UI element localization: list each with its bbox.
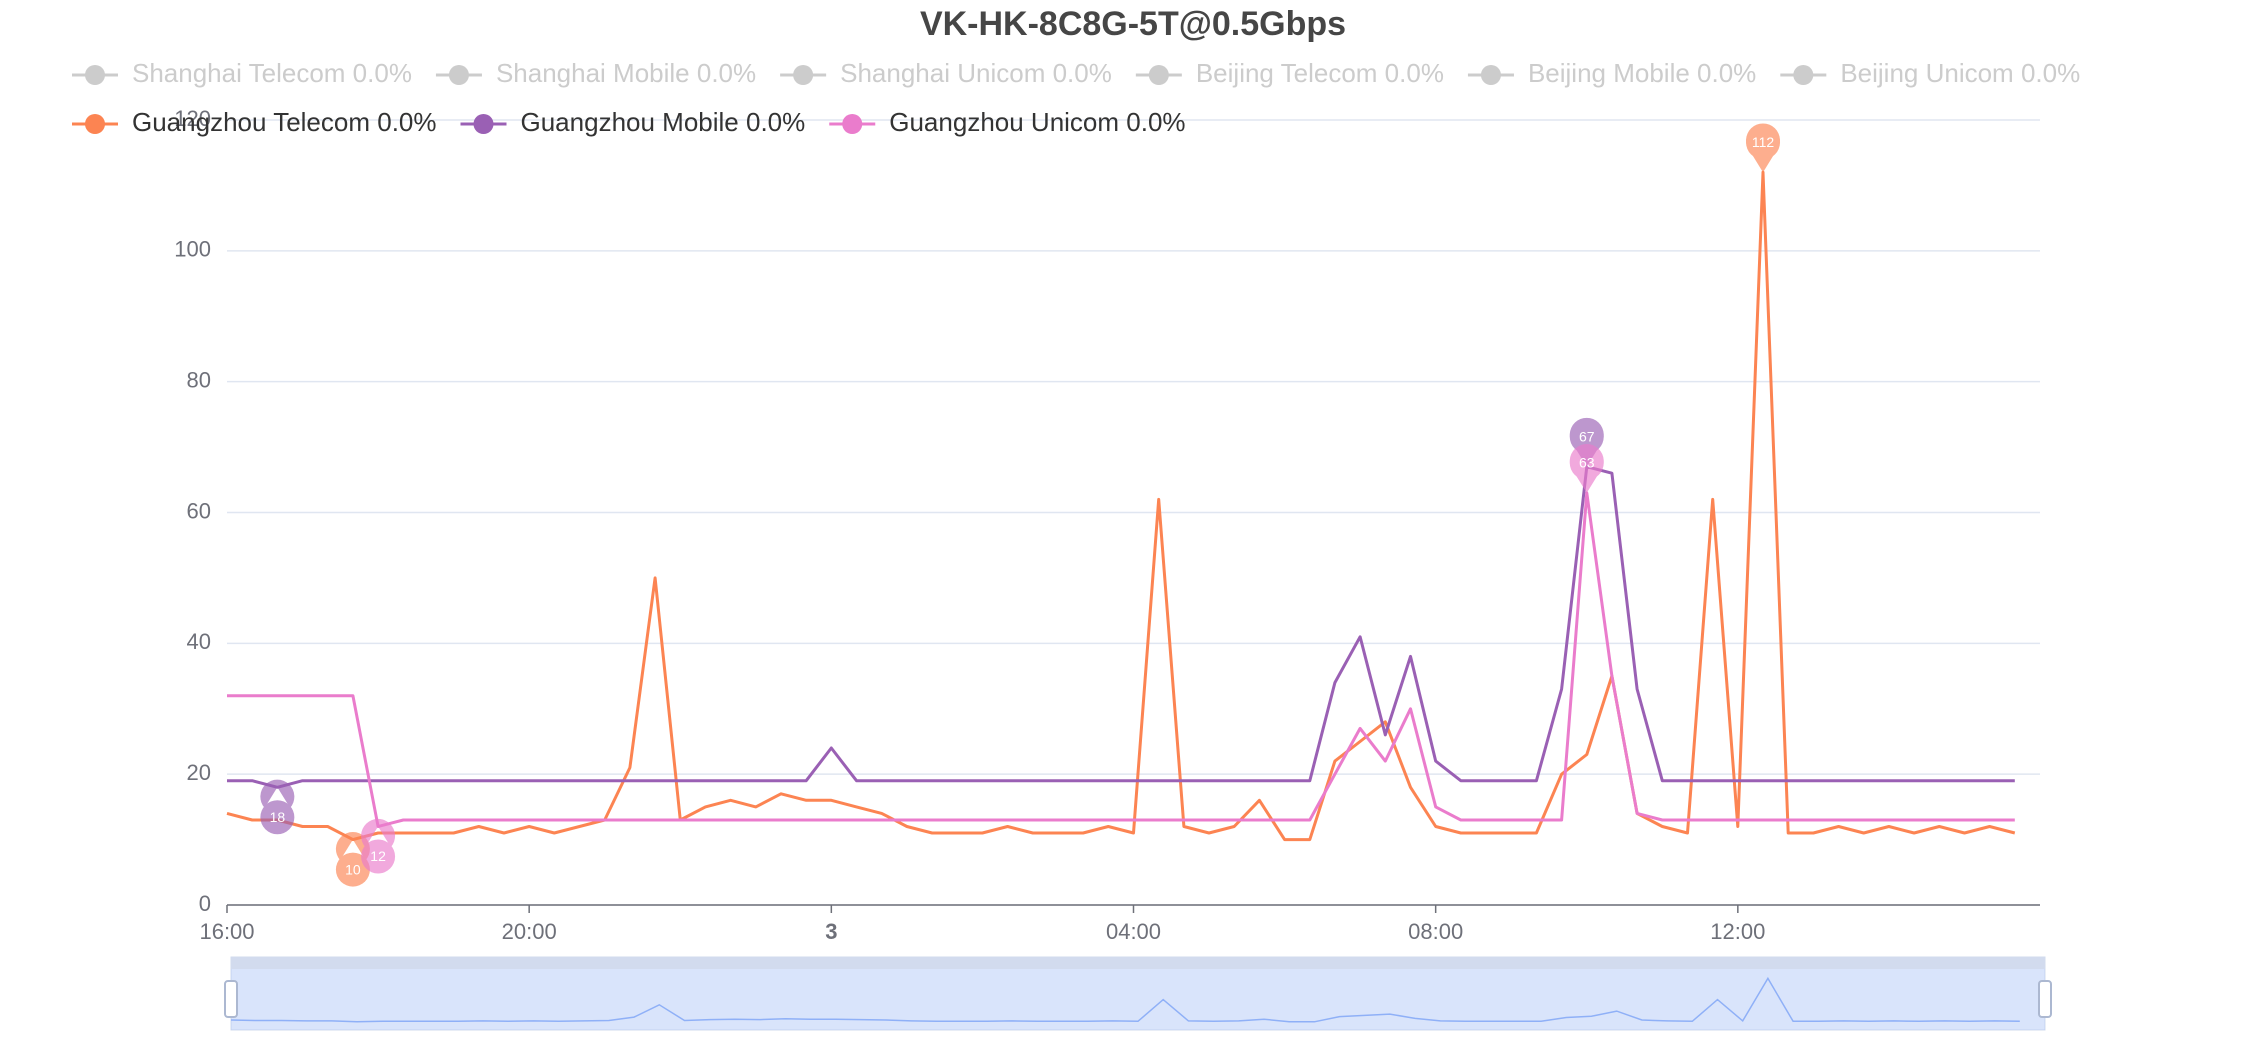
mark-pin (361, 818, 396, 848)
y-tick-label: 120 (174, 106, 211, 131)
y-tick-label: 100 (174, 237, 211, 262)
mark-pin-head (361, 839, 396, 874)
series-line (226, 170, 2016, 842)
y-tick-label: 0 (199, 891, 211, 916)
x-tick-label: 12:00 (1710, 919, 1765, 944)
legend-label: Beijing Mobile 0.0% (1528, 58, 1756, 88)
legend-item[interactable]: Guangzhou Telecom 0.0% (72, 107, 437, 137)
legend-icon-dot (793, 65, 814, 85)
legend-label: Guangzhou Unicom 0.0% (889, 107, 1185, 137)
mark-label: 112 (1752, 134, 1775, 150)
legend-item[interactable]: Shanghai Unicom 0.0% (780, 58, 1112, 88)
legend-item[interactable]: Guangzhou Unicom 0.0% (829, 107, 1186, 137)
legend-item[interactable]: Beijing Telecom 0.0% (1135, 58, 1444, 88)
mark-point (260, 779, 295, 835)
mark-pin-head (1746, 125, 1781, 160)
legend-icon-dot (85, 65, 105, 85)
legend-label: Shanghai Unicom 0.0% (840, 58, 1112, 88)
legend-item[interactable]: Guangzhou Mobile 0.0% (460, 107, 806, 137)
legend-icon-dot (842, 114, 863, 134)
y-tick-label: 80 (187, 367, 211, 392)
x-tick-label: 08:00 (1408, 919, 1463, 944)
mark-label: 12 (370, 848, 386, 864)
series-line (227, 491, 2015, 828)
x-tick-label: 16:00 (199, 919, 254, 944)
legend-label: Beijing Telecom 0.0% (1196, 58, 1444, 88)
legend-icon-dot (448, 65, 469, 85)
zoom-top-bar (231, 957, 2045, 969)
series-line (227, 465, 2015, 789)
x-tick-label: 3 (825, 919, 837, 944)
zoom-handle[interactable] (224, 980, 238, 1018)
legend-label: Shanghai Telecom 0.0% (132, 58, 412, 88)
legend-item[interactable]: Beijing Unicom 0.0% (1780, 58, 2080, 88)
mark-pin-head (1569, 445, 1604, 480)
x-tick-label: 20:00 (502, 919, 557, 944)
zoom-background (230, 956, 2046, 1031)
mark-point (1746, 123, 1781, 173)
legend-icon-dot (1480, 65, 1501, 85)
mark-label: 18 (270, 809, 286, 825)
y-tick-label: 40 (187, 629, 211, 654)
legend-item[interactable]: Shanghai Mobile 0.0% (435, 58, 756, 88)
mark-pin-head (335, 852, 370, 887)
mark-pin-head (260, 800, 295, 835)
legend-item[interactable]: Shanghai Telecom 0.0% (72, 58, 412, 88)
legend-item[interactable]: Beijing Mobile 0.0% (1467, 58, 1756, 88)
y-tick-label: 20 (187, 760, 211, 785)
legend-icon-dot (1148, 65, 1169, 85)
legend-icon-dot (85, 114, 105, 134)
y-tick-label: 60 (187, 498, 211, 523)
legend-label: Guangzhou Mobile 0.0% (521, 107, 806, 137)
x-tick-label: 04:00 (1106, 919, 1161, 944)
mark-pin-head (1569, 419, 1604, 454)
mark-point (1569, 443, 1604, 493)
mark-point (361, 818, 396, 874)
mark-label: 63 (1579, 455, 1595, 471)
chart-title: VK-HK-8C8G-5T@0.5Gbps (920, 5, 1346, 43)
legend-label: Beijing Unicom 0.0% (1840, 58, 2080, 88)
legend-icon-dot (473, 114, 494, 134)
mark-point (1569, 417, 1604, 467)
zoom-sparkline (230, 976, 2020, 1023)
legend-label: Guangzhou Telecom 0.0% (132, 107, 437, 137)
legend-icon-dot (1793, 65, 1814, 85)
legend-label: Shanghai Mobile 0.0% (496, 58, 756, 88)
mark-label: 10 (345, 861, 361, 877)
zoom-handle[interactable] (2038, 980, 2052, 1018)
mark-label: 67 (1579, 428, 1595, 444)
mark-pin (260, 779, 295, 808)
